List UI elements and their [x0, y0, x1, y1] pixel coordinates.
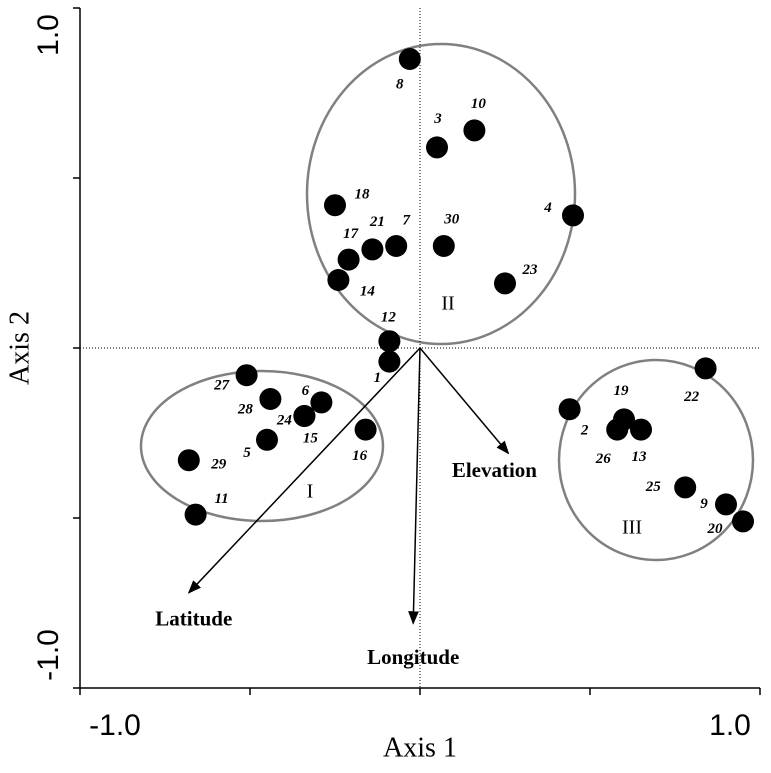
point	[378, 350, 401, 373]
group-label: II	[441, 293, 454, 315]
point	[293, 405, 316, 427]
point-label: 10	[471, 96, 487, 112]
point	[177, 449, 200, 472]
point-label: 19	[614, 383, 630, 399]
y-tick-label: 1.0	[32, 14, 65, 56]
point-label: 28	[237, 401, 254, 417]
point-label: 12	[381, 310, 397, 326]
point	[327, 269, 350, 291]
vector-label: Elevation	[452, 458, 537, 482]
group-label: I	[307, 481, 314, 503]
point	[354, 418, 377, 441]
point-label: 7	[402, 212, 410, 228]
point-label: 29	[210, 457, 227, 473]
point-label: 27	[213, 378, 230, 394]
point	[385, 235, 408, 257]
point	[630, 418, 652, 441]
point-label: 11	[215, 491, 229, 507]
point	[235, 364, 258, 387]
point	[184, 503, 207, 526]
point-label: 17	[343, 226, 359, 242]
point	[361, 238, 384, 261]
point	[674, 476, 697, 499]
point	[310, 391, 333, 414]
vector-label: Longitude	[367, 645, 459, 669]
point-label: 5	[243, 445, 251, 461]
point-label: 8	[396, 76, 404, 92]
vector-arrow	[187, 347, 421, 594]
point-label: 14	[360, 283, 376, 299]
point	[694, 357, 717, 380]
point	[463, 119, 486, 142]
point	[558, 398, 581, 421]
group-label: III	[622, 517, 642, 539]
point-label: 4	[543, 200, 552, 216]
point	[715, 493, 737, 516]
point	[337, 248, 360, 271]
point-label: 24	[276, 412, 293, 428]
point	[432, 235, 455, 257]
group-ellipse	[139, 369, 385, 523]
point-label: 6	[302, 383, 310, 399]
point-label: 3	[433, 111, 442, 127]
point	[259, 388, 282, 410]
point	[378, 330, 401, 353]
point-label: 25	[645, 479, 662, 495]
point-label: 26	[595, 451, 612, 467]
point-label: 18	[355, 187, 371, 203]
point	[732, 510, 754, 533]
vector-arrow	[408, 347, 421, 625]
point-label: 30	[443, 211, 460, 227]
group-ellipse	[557, 358, 755, 562]
point	[426, 136, 448, 159]
point-label: 2	[580, 423, 589, 439]
y-tick-label: -1.0	[32, 629, 65, 681]
point-label: 22	[683, 389, 700, 405]
y-axis-title: Axis 2	[4, 311, 35, 385]
point	[398, 48, 421, 70]
x-tick-label: -1.0	[89, 709, 141, 742]
x-axis-title: Axis 1	[383, 732, 457, 763]
point-label: 23	[522, 262, 539, 278]
point-label: 13	[632, 449, 648, 465]
point-label: 9	[700, 496, 708, 512]
x-tick-label: 1.0	[709, 709, 751, 742]
point-label: 16	[352, 448, 368, 464]
point-label: 21	[369, 214, 385, 230]
point	[562, 204, 584, 227]
point-label: 20	[707, 521, 724, 537]
group-ellipse	[305, 42, 577, 346]
vector-arrow	[419, 347, 510, 455]
point-label: 15	[303, 430, 319, 446]
vector-label: Latitude	[155, 607, 232, 631]
point	[324, 194, 346, 217]
point	[256, 428, 278, 451]
point	[606, 418, 629, 441]
point	[494, 272, 516, 295]
point-label: 1	[374, 370, 382, 386]
